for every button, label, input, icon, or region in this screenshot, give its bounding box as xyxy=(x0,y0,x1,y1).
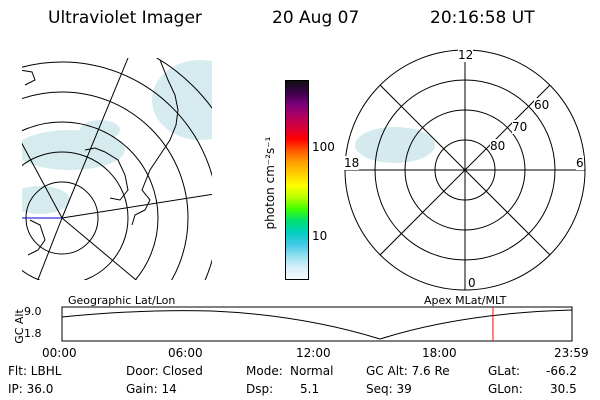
apex-label: Apex MLat/MLT xyxy=(424,294,507,307)
time-tick-1800: 18:00 xyxy=(422,346,457,360)
mode-label: Mode: xyxy=(246,364,283,378)
mlat-label-70: 70 xyxy=(512,120,528,134)
gcalt-status: GC Alt: 7.6 Re xyxy=(366,364,450,378)
colorbar-tick-100: 100 xyxy=(312,140,335,154)
polar-plot xyxy=(344,49,586,291)
gcalt-tick-1-8: 1.8 xyxy=(24,327,42,340)
time-tick-0600: 06:00 xyxy=(168,346,203,360)
time-tick-0000: 00:00 xyxy=(42,346,77,360)
mlt-label-18: 18 xyxy=(344,156,360,170)
glat-value: -66.2 xyxy=(546,364,578,378)
latitude-grid xyxy=(22,58,212,280)
ip-status: IP: 36.0 xyxy=(8,382,54,396)
gain-status: Gain: 14 xyxy=(126,382,177,396)
geographic-label: Geographic Lat/Lon xyxy=(68,294,176,307)
emission-speckle xyxy=(22,60,212,214)
mlt-label-12: 12 xyxy=(458,48,474,62)
mlat-label-80: 80 xyxy=(490,139,506,153)
mlt-label-0: 0 xyxy=(468,276,476,290)
mlt-label-6: 6 xyxy=(576,156,584,170)
geographic-image xyxy=(22,58,212,280)
colorbar-unit-label: photon cm⁻²s⁻¹ xyxy=(263,136,277,230)
gcalt-tick-9: 9.0 xyxy=(24,305,42,318)
longitude-grid xyxy=(22,58,212,280)
mlat-label-60: 60 xyxy=(534,98,550,112)
glon-label: GLon: xyxy=(488,382,523,396)
seq-status: Seq: 39 xyxy=(366,382,412,396)
dsp-label: Dsp: xyxy=(246,382,274,396)
door-status: Door: Closed xyxy=(126,364,203,378)
altitude-curve xyxy=(61,309,573,340)
time-tick-2359: 23:59 xyxy=(554,346,589,360)
glat-label: GLat: xyxy=(488,364,521,378)
coastline xyxy=(22,59,179,256)
glon-value: 30.5 xyxy=(550,382,577,396)
orbit-timeline xyxy=(61,306,573,342)
time-tick-1200: 12:00 xyxy=(296,346,331,360)
dsp-value: 5.1 xyxy=(300,382,320,396)
time-label: 20:16:58 UT xyxy=(430,8,535,28)
polar-emission xyxy=(355,127,435,163)
mode-value: Normal xyxy=(290,364,334,378)
filter-status: Flt: LBHL xyxy=(8,364,62,378)
colorbar-tick-10: 10 xyxy=(312,229,328,243)
colorbar xyxy=(285,80,309,280)
instrument-title: Ultraviolet Imager xyxy=(48,8,202,28)
date-label: 20 Aug 07 xyxy=(272,8,360,28)
